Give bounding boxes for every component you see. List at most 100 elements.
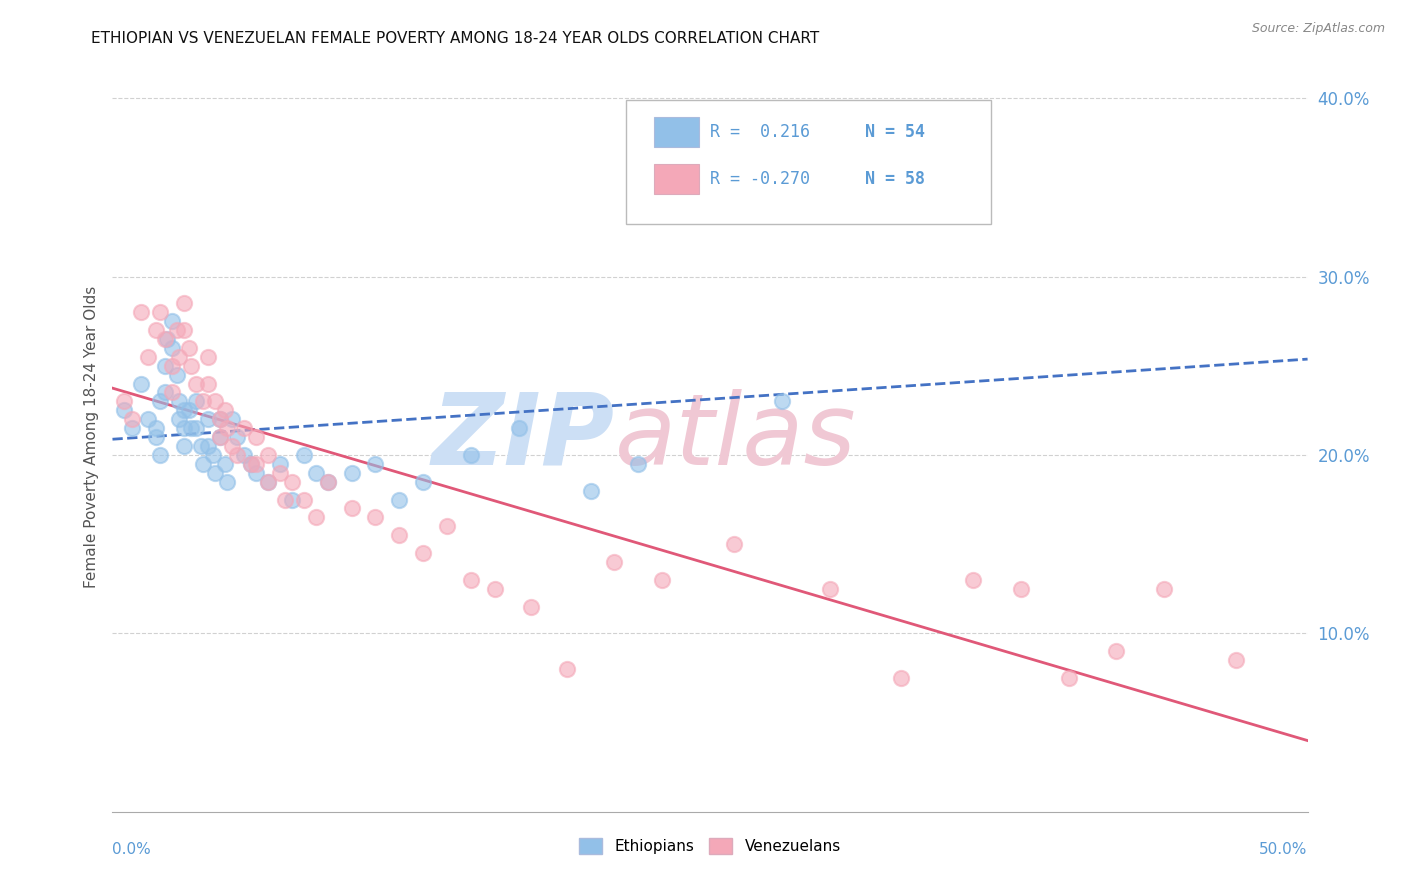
FancyBboxPatch shape: [654, 117, 699, 147]
Point: [173, 323, 195, 337]
Point: [169, 350, 191, 364]
Point: [149, 394, 172, 409]
Point: [460, 573, 482, 587]
Point: [138, 350, 160, 364]
Point: [156, 332, 179, 346]
Point: [388, 492, 411, 507]
Point: [162, 314, 183, 328]
Point: [269, 466, 291, 480]
Point: [520, 599, 543, 614]
Point: [651, 573, 673, 587]
Point: [316, 475, 339, 489]
Point: [153, 385, 176, 400]
Point: [257, 448, 280, 462]
Point: [305, 510, 328, 524]
Point: [214, 457, 236, 471]
Text: N = 58: N = 58: [866, 169, 925, 187]
Point: [412, 475, 434, 489]
Point: [214, 403, 236, 417]
Point: [225, 430, 247, 444]
Text: R = -0.270: R = -0.270: [710, 169, 810, 187]
Point: [217, 475, 239, 489]
Point: [292, 492, 315, 507]
Point: [197, 350, 219, 364]
Point: [169, 394, 191, 409]
Point: [193, 394, 215, 409]
Point: [240, 457, 263, 471]
Point: [149, 305, 172, 319]
Point: [209, 430, 232, 444]
Point: [166, 368, 188, 382]
Point: [121, 421, 143, 435]
Point: [866, 109, 889, 123]
Point: [209, 430, 232, 444]
Point: [169, 412, 191, 426]
Point: [723, 537, 745, 551]
Point: [177, 403, 200, 417]
Point: [245, 466, 267, 480]
Point: [245, 457, 267, 471]
Point: [114, 403, 135, 417]
Point: [555, 662, 578, 676]
Point: [281, 475, 304, 489]
Point: [240, 457, 263, 471]
Point: [197, 412, 219, 426]
Point: [186, 421, 208, 435]
Point: [129, 305, 152, 319]
Point: [186, 394, 208, 409]
Point: [180, 421, 202, 435]
Point: [173, 296, 195, 310]
Point: [221, 439, 243, 453]
Point: [364, 510, 387, 524]
Point: [305, 466, 328, 480]
Text: Source: ZipAtlas.com: Source: ZipAtlas.com: [1251, 22, 1385, 36]
Point: [1225, 653, 1247, 667]
Point: [316, 475, 339, 489]
Point: [340, 466, 363, 480]
Point: [579, 483, 602, 498]
Point: [193, 457, 215, 471]
Point: [292, 448, 315, 462]
Point: [145, 430, 167, 444]
Text: ETHIOPIAN VS VENEZUELAN FEMALE POVERTY AMONG 18-24 YEAR OLDS CORRELATION CHART: ETHIOPIAN VS VENEZUELAN FEMALE POVERTY A…: [91, 31, 820, 46]
Point: [245, 430, 267, 444]
Point: [138, 412, 160, 426]
Point: [114, 394, 135, 409]
Legend: Ethiopians, Venezuelans: Ethiopians, Venezuelans: [574, 832, 846, 860]
Point: [204, 466, 226, 480]
Point: [166, 323, 188, 337]
Point: [149, 448, 172, 462]
Point: [209, 412, 232, 426]
Point: [162, 385, 183, 400]
Point: [186, 376, 208, 391]
Point: [890, 671, 912, 685]
Point: [412, 546, 434, 560]
Text: R =  0.216: R = 0.216: [710, 123, 810, 141]
Point: [233, 448, 256, 462]
Point: [257, 475, 280, 489]
Point: [162, 359, 183, 373]
Point: [273, 492, 295, 507]
Text: 50.0%: 50.0%: [1260, 842, 1308, 856]
Point: [460, 448, 482, 462]
Point: [1105, 644, 1128, 658]
Text: N = 54: N = 54: [866, 123, 925, 141]
Point: [190, 439, 212, 453]
Point: [225, 448, 247, 462]
FancyBboxPatch shape: [654, 163, 699, 194]
Point: [129, 376, 152, 391]
Point: [197, 439, 219, 453]
Point: [177, 341, 200, 355]
Point: [233, 421, 256, 435]
Point: [180, 359, 202, 373]
Point: [204, 394, 226, 409]
Point: [603, 555, 626, 569]
Point: [217, 421, 239, 435]
Point: [153, 332, 176, 346]
Text: ZIP: ZIP: [432, 389, 614, 485]
Point: [173, 439, 195, 453]
Point: [627, 457, 650, 471]
Text: 0.0%: 0.0%: [112, 842, 152, 856]
Point: [221, 412, 243, 426]
Point: [436, 519, 458, 533]
